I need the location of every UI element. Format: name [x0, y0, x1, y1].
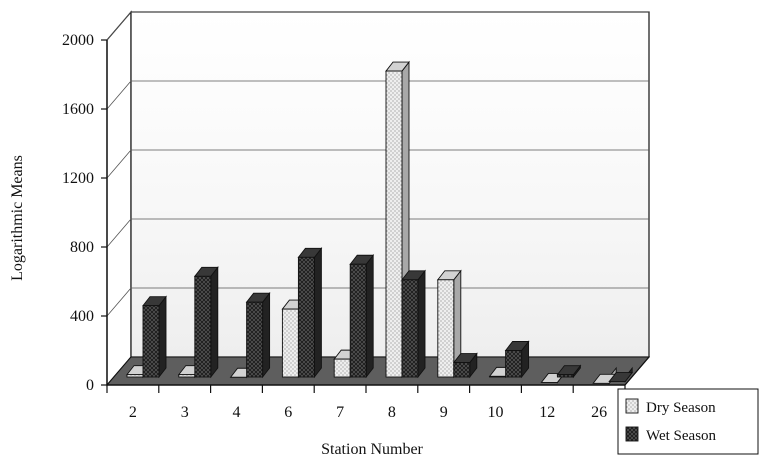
legend-box	[617, 388, 759, 455]
bar-front	[246, 301, 264, 378]
bar-front	[385, 70, 403, 378]
grid-line	[106, 149, 649, 179]
bar-side	[365, 253, 374, 379]
grid-line	[106, 287, 649, 317]
legend-swatch-dry	[625, 398, 639, 414]
y-tick-label: 1600	[62, 101, 94, 118]
bars	[126, 60, 634, 385]
y-axis-label: Logarithmic Means	[9, 155, 26, 281]
x-tick-label: 7	[336, 404, 344, 421]
x-tick-label: 9	[440, 404, 448, 421]
y-tick-label: 0	[86, 377, 94, 394]
bar-dry-9	[436, 269, 462, 379]
bar-side	[262, 291, 271, 379]
x-tick-label: 4	[233, 404, 241, 421]
x-tick-label: 3	[181, 404, 189, 421]
x-tick-label: 26	[591, 404, 607, 421]
bar-front	[333, 358, 351, 378]
bar-wet-8	[401, 269, 426, 379]
bar-wet-10	[504, 340, 530, 379]
bar-wet-7	[349, 253, 375, 379]
x-tick-label: 8	[388, 404, 396, 421]
grid-line	[106, 11, 649, 41]
bar-wet-4	[245, 291, 271, 379]
chart-walls	[106, 10, 650, 387]
axes: 0 400 800 1200 1600 2000 2 3 4 6 7 8 9 10 12 26	[62, 32, 650, 421]
legend: Dry Season Wet Season	[617, 388, 759, 455]
x-tick-label: 10	[488, 404, 504, 421]
bar-front	[281, 308, 299, 378]
bar-front	[349, 263, 367, 378]
x-tick-label: 2	[129, 404, 137, 421]
bar-side	[210, 266, 219, 379]
bar-front	[142, 305, 160, 378]
bar-front	[489, 375, 507, 378]
bar-wet-26	[608, 366, 634, 383]
bar-front	[194, 275, 212, 378]
bar-front	[126, 374, 144, 378]
side-wall	[106, 10, 132, 387]
y-tick-label: 800	[70, 239, 94, 256]
bar-wet-2	[142, 295, 167, 379]
x-tick-label: 6	[284, 404, 292, 421]
bar-wet-12	[556, 364, 582, 379]
bar-front	[505, 350, 523, 378]
bar-wet-9	[452, 352, 478, 379]
bar-wet-3	[193, 266, 219, 379]
bar-front	[437, 279, 455, 378]
bar-wet-6	[297, 247, 323, 379]
bar-side	[313, 247, 322, 379]
bar-side	[417, 269, 426, 379]
legend-swatch-wet	[625, 426, 639, 442]
y-tick-label: 1200	[62, 170, 94, 187]
x-axis-label: Station Number	[321, 441, 423, 458]
bar-front	[178, 374, 196, 378]
legend-label-wet: Wet Season	[646, 428, 717, 444]
y-tick-label: 2000	[62, 32, 94, 49]
floor-edge	[624, 356, 650, 386]
bar-front	[453, 362, 471, 378]
bar-front	[401, 279, 419, 378]
legend-label-dry: Dry Season	[646, 400, 716, 416]
bar-front	[297, 256, 315, 378]
grid-lines	[106, 11, 649, 317]
x-tick-label: 12	[539, 404, 555, 421]
y-tick-label: 400	[70, 308, 94, 325]
bar-side	[158, 295, 167, 379]
bar-front	[556, 374, 574, 378]
grid-line	[106, 218, 649, 248]
grid-line	[106, 80, 649, 110]
bar-top	[608, 372, 634, 382]
